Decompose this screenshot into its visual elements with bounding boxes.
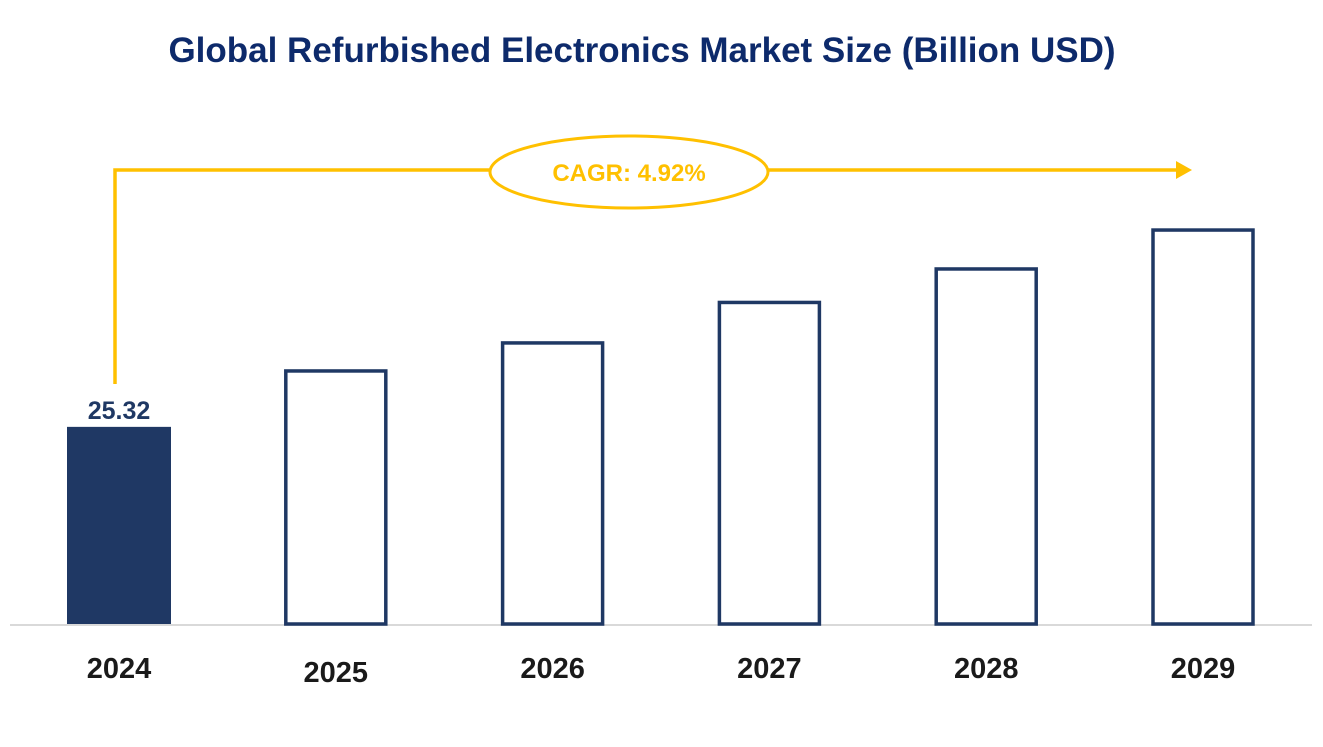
labels-group: 2024 25.32 2025 2026 2027 2028 2029 bbox=[87, 397, 1236, 689]
bar-2026 bbox=[500, 341, 605, 626]
chart-title: Global Refurbished Electronics Market Si… bbox=[168, 31, 1115, 70]
bar-2028 bbox=[934, 267, 1038, 626]
x-tick-label-2024: 2024 bbox=[87, 653, 152, 685]
bar-2025 bbox=[284, 369, 388, 626]
x-tick-label-2029: 2029 bbox=[1171, 653, 1236, 685]
cagr-arrow-line bbox=[113, 168, 1180, 384]
cagr-ellipse bbox=[488, 134, 770, 210]
bar-2024 bbox=[67, 426, 171, 624]
x-tick-label-2026: 2026 bbox=[520, 653, 585, 685]
data-label-2024: 25.32 bbox=[88, 397, 151, 425]
cagr-arrow-head bbox=[1176, 161, 1192, 179]
cagr-annotation: CAGR: 4.92% bbox=[113, 134, 1192, 384]
x-tick-label-2028: 2028 bbox=[954, 653, 1019, 685]
bar-2029 bbox=[1151, 228, 1255, 626]
bars-group bbox=[67, 228, 1255, 626]
x-tick-label-2025: 2025 bbox=[304, 657, 369, 689]
x-tick-label-2027: 2027 bbox=[737, 653, 802, 685]
bar-2027 bbox=[717, 300, 822, 626]
cagr-label: CAGR: 4.92% bbox=[552, 160, 705, 187]
